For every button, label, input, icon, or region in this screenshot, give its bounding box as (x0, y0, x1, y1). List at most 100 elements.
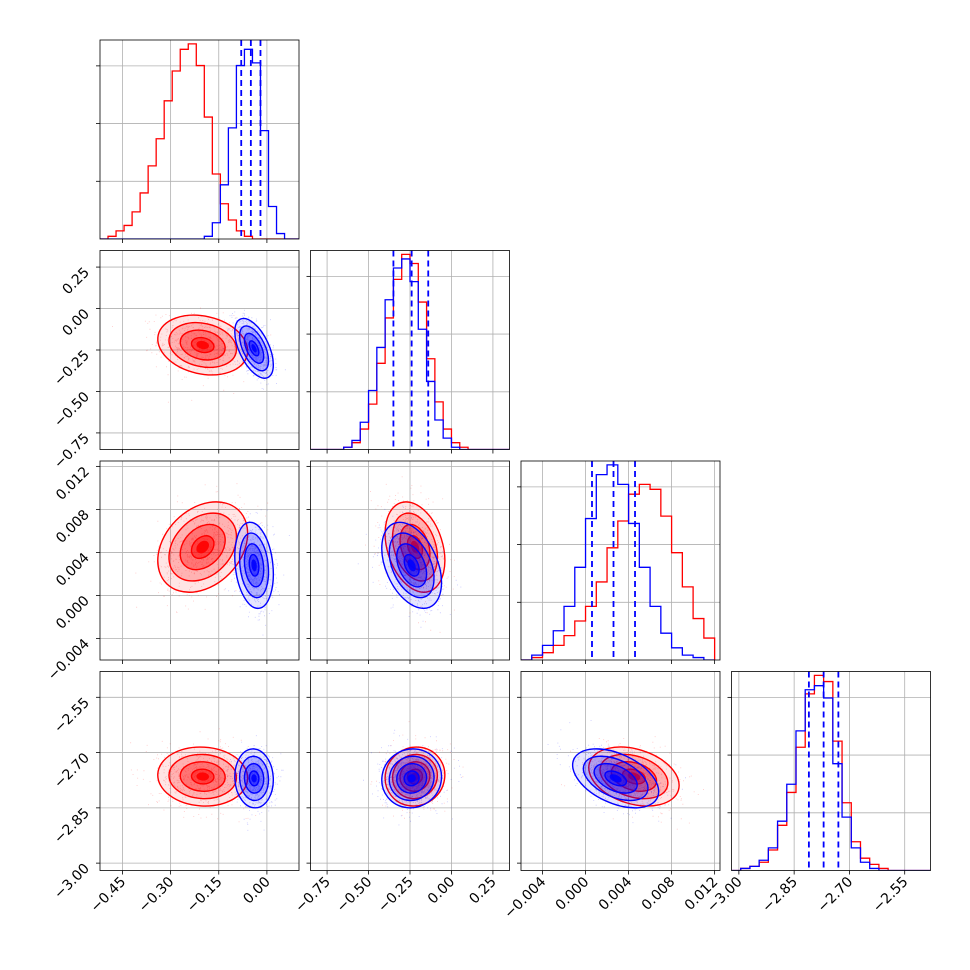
scatter-panel-3-1: −0.75 −0.50 −0.25 0.00 0.25 (292, 671, 510, 916)
panel-frame (99, 460, 300, 661)
density-peak-series-1 (251, 774, 257, 783)
y-tick-label: 0.25 (59, 265, 92, 298)
x-tick-label: −0.004 (501, 874, 549, 922)
x-tick-label: −2.55 (870, 874, 912, 916)
contour-series-1 (403, 553, 420, 577)
x-tick-label: −2.70 (815, 874, 857, 916)
contour-series-0 (190, 336, 215, 354)
scatter-content (130, 728, 284, 831)
contour-series-1 (248, 770, 260, 787)
density-peak-series-1 (251, 559, 257, 572)
histogram-panel-1 (306, 250, 510, 454)
y-tick-label: −2.85 (51, 805, 93, 847)
density-peak-series-0 (196, 540, 210, 554)
contour-series-0 (168, 512, 238, 582)
density-peak-series-1 (609, 774, 622, 783)
contour-series-0 (157, 314, 249, 376)
contour-series-0 (179, 761, 226, 792)
contour-series-1 (243, 543, 265, 588)
scatter-panel-2-1 (306, 460, 510, 664)
contour-series-1 (388, 532, 435, 599)
y-tick-label: −0.50 (51, 389, 93, 431)
contour-series-0 (157, 501, 249, 593)
x-tick-label: 0.008 (639, 874, 679, 914)
panel-frame (520, 460, 721, 661)
contour-series-1 (388, 755, 435, 802)
density-peak-series-1 (407, 774, 416, 783)
y-tick-label: 0.00 (59, 306, 92, 339)
contour-series-1 (403, 770, 420, 787)
histogram-series-0 (521, 483, 716, 660)
contour-series-1 (396, 762, 428, 794)
contour-series-1 (234, 748, 275, 809)
contour-series-1 (234, 521, 275, 610)
y-tick-label: −3.00 (51, 861, 93, 903)
x-tick-label: −2.85 (759, 874, 801, 916)
histogram-series-1 (731, 685, 931, 871)
y-tick-label: 0.004 (53, 550, 93, 590)
contour-series-1 (582, 755, 649, 802)
x-tick-label: −0.25 (375, 874, 417, 916)
scatter-content (547, 720, 704, 830)
contour-series-1 (238, 532, 270, 599)
density-peak-series-1 (407, 559, 416, 572)
scatter-content (135, 483, 290, 636)
scatter-panel-1-0: −0.75−0.50−0.25 0.00 0.25 (51, 250, 300, 472)
y-tick-label: 0.000 (53, 593, 93, 633)
contour-series-1 (243, 762, 265, 794)
contour-series-1 (604, 770, 628, 787)
x-tick-label: 0.000 (553, 874, 593, 914)
y-tick-label: −0.004 (45, 636, 93, 684)
x-tick-label: 0.00 (425, 874, 458, 907)
scatter-content (112, 307, 286, 403)
density-peak-series-1 (251, 344, 257, 353)
density-peak-series-0 (196, 340, 210, 350)
contour-series-1 (381, 521, 443, 610)
contour-series-1 (248, 340, 260, 357)
x-tick-label: −0.75 (292, 874, 334, 916)
contour-series-1 (238, 325, 270, 372)
y-tick-label: −2.70 (51, 750, 93, 792)
panel-frame (99, 39, 300, 240)
contour-series-1 (381, 748, 443, 809)
x-tick-label: 0.004 (596, 874, 636, 914)
x-tick-label: −0.50 (334, 874, 376, 916)
histogram-content (100, 40, 299, 239)
panel-frame (520, 671, 721, 871)
histogram-series-1 (310, 258, 510, 450)
contour-series-0 (157, 746, 249, 807)
contour-series-1 (238, 755, 270, 802)
histogram-series-0 (100, 43, 299, 239)
x-tick-label: 0.00 (240, 874, 273, 907)
contour-series-0 (168, 753, 238, 800)
density-peak-series-0 (196, 772, 210, 781)
y-tick-label: −2.55 (51, 695, 93, 737)
contour-series-0 (588, 746, 680, 807)
scatter-points-series-1 (547, 720, 686, 824)
histogram-series-1 (521, 464, 715, 660)
contour-series-0 (190, 535, 215, 560)
contour-series-1 (593, 762, 638, 794)
scatter-panel-3-0: −0.45 −0.30 −0.15 0.00 −3.00 −2.85 −2.70 −2.55 (51, 671, 300, 916)
contour-series-0 (190, 768, 215, 785)
contour-series-1 (234, 317, 275, 379)
y-tick-label: 0.008 (53, 507, 93, 547)
contour-series-0 (168, 321, 238, 369)
contour-series-1 (243, 332, 265, 364)
histogram-series-0 (731, 674, 931, 871)
histogram-content (310, 250, 510, 450)
histogram-panel-2 (517, 460, 721, 664)
panel-frame (99, 671, 300, 871)
contour-series-1 (571, 748, 660, 809)
contour-series-1 (396, 543, 428, 588)
contour-series-0 (179, 523, 226, 571)
histogram-content (731, 671, 931, 871)
y-tick-label: −0.75 (51, 430, 93, 472)
contour-series-1 (248, 553, 260, 577)
histogram-panel-3: −3.00 −2.85 −2.70 −2.55 (704, 671, 931, 916)
panel-frame (731, 671, 931, 871)
scatter-content (357, 476, 462, 633)
contour-series-0 (179, 329, 226, 361)
